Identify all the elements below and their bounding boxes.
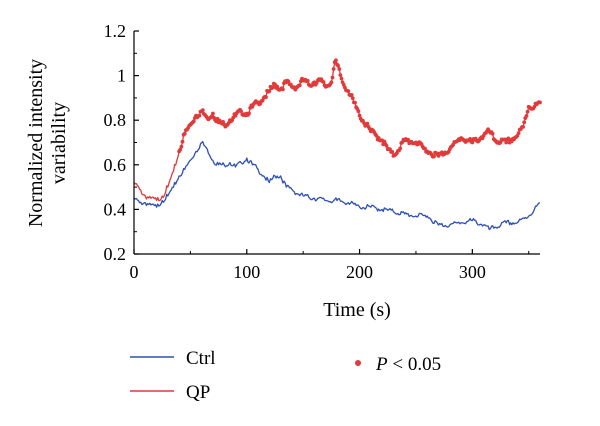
legend-significance-dot <box>355 360 361 366</box>
significance-dot <box>334 58 338 63</box>
y-tick-label: 1.2 <box>104 21 127 41</box>
significance-dot <box>384 144 389 148</box>
y-axis-title-line-1: Normalized intensity <box>25 59 47 227</box>
significance-dot <box>356 109 361 114</box>
y-tick-label: 1 <box>117 66 126 86</box>
legend-qp-label: QP <box>186 382 210 403</box>
significance-dot <box>336 63 340 68</box>
significance-dot <box>267 89 272 94</box>
significance-dot <box>178 147 183 152</box>
significance-dot <box>180 139 185 144</box>
significance-dot <box>286 79 291 84</box>
significance-dot <box>504 140 509 145</box>
significance-dot <box>247 111 251 116</box>
significance-dot <box>346 89 351 94</box>
significance-dot <box>338 73 343 77</box>
significance-markers <box>177 58 542 159</box>
significance-dot <box>350 96 355 101</box>
significance-dot <box>211 111 215 116</box>
significance-dot <box>390 150 395 154</box>
significance-dot <box>524 114 529 118</box>
significance-dot <box>339 76 344 81</box>
y-tick-label: 0.2 <box>104 244 127 264</box>
significance-dot <box>329 80 334 85</box>
significance-dot <box>353 100 357 105</box>
significance-dot <box>191 119 196 124</box>
x-axis: 0 100 200 300 <box>130 249 540 282</box>
significance-dot <box>275 84 280 89</box>
significance-dot <box>297 83 302 88</box>
y-tick-label: 0.8 <box>104 110 127 130</box>
significance-dot <box>321 80 326 84</box>
significance-dot <box>281 87 285 92</box>
significance-dot <box>525 109 530 114</box>
legend-significance-threshold: < 0.05 <box>388 354 441 375</box>
significance-dot <box>182 131 187 136</box>
legend-significance-label: P < 0.05 <box>375 354 441 375</box>
significance-dot <box>406 137 410 142</box>
significance-dot <box>264 95 268 99</box>
legend-significance-p: P <box>375 354 388 375</box>
y-tick-label: 0.4 <box>104 199 127 219</box>
significance-dot <box>305 78 310 83</box>
significance-dot <box>365 121 370 126</box>
significance-dot <box>432 154 436 159</box>
significance-dot <box>179 144 184 149</box>
significance-dot <box>330 75 335 80</box>
x-tick-label: 200 <box>346 262 373 282</box>
y-axis-title-line-2: variability <box>48 102 70 184</box>
significance-dot <box>197 113 202 118</box>
significance-dot <box>239 109 244 114</box>
series-line-ctrl <box>133 141 541 231</box>
significance-dot <box>357 113 362 118</box>
y-axis: 0.2 0.4 0.6 0.8 1 1.2 <box>104 21 139 264</box>
y-axis-title: Normalized intensity variability <box>25 59 70 227</box>
significance-dot <box>331 67 336 71</box>
significance-dot <box>398 146 403 151</box>
significance-dot <box>270 85 275 90</box>
plot-area <box>133 58 542 231</box>
significance-dot <box>498 140 503 145</box>
y-tick-label: 0.6 <box>104 155 127 175</box>
x-tick-label: 0 <box>130 262 139 282</box>
significance-dot <box>349 93 354 97</box>
significance-dot <box>522 120 527 125</box>
significance-dot <box>521 125 525 129</box>
significance-dot <box>516 131 521 136</box>
series-line-qp <box>133 59 541 202</box>
legend-ctrl-label: Ctrl <box>186 348 216 369</box>
significance-dot <box>337 67 342 71</box>
x-tick-label: 100 <box>233 262 260 282</box>
significance-dot <box>470 140 475 145</box>
significance-dot <box>200 108 205 112</box>
legend: Ctrl QP P < 0.05 <box>130 348 441 403</box>
significance-dot <box>538 100 542 105</box>
significance-dot <box>532 104 537 109</box>
significance-dot <box>490 131 495 136</box>
significance-dot <box>423 146 427 151</box>
x-axis-title: Time (s) <box>323 299 391 321</box>
x-tick-label: 300 <box>459 262 486 282</box>
